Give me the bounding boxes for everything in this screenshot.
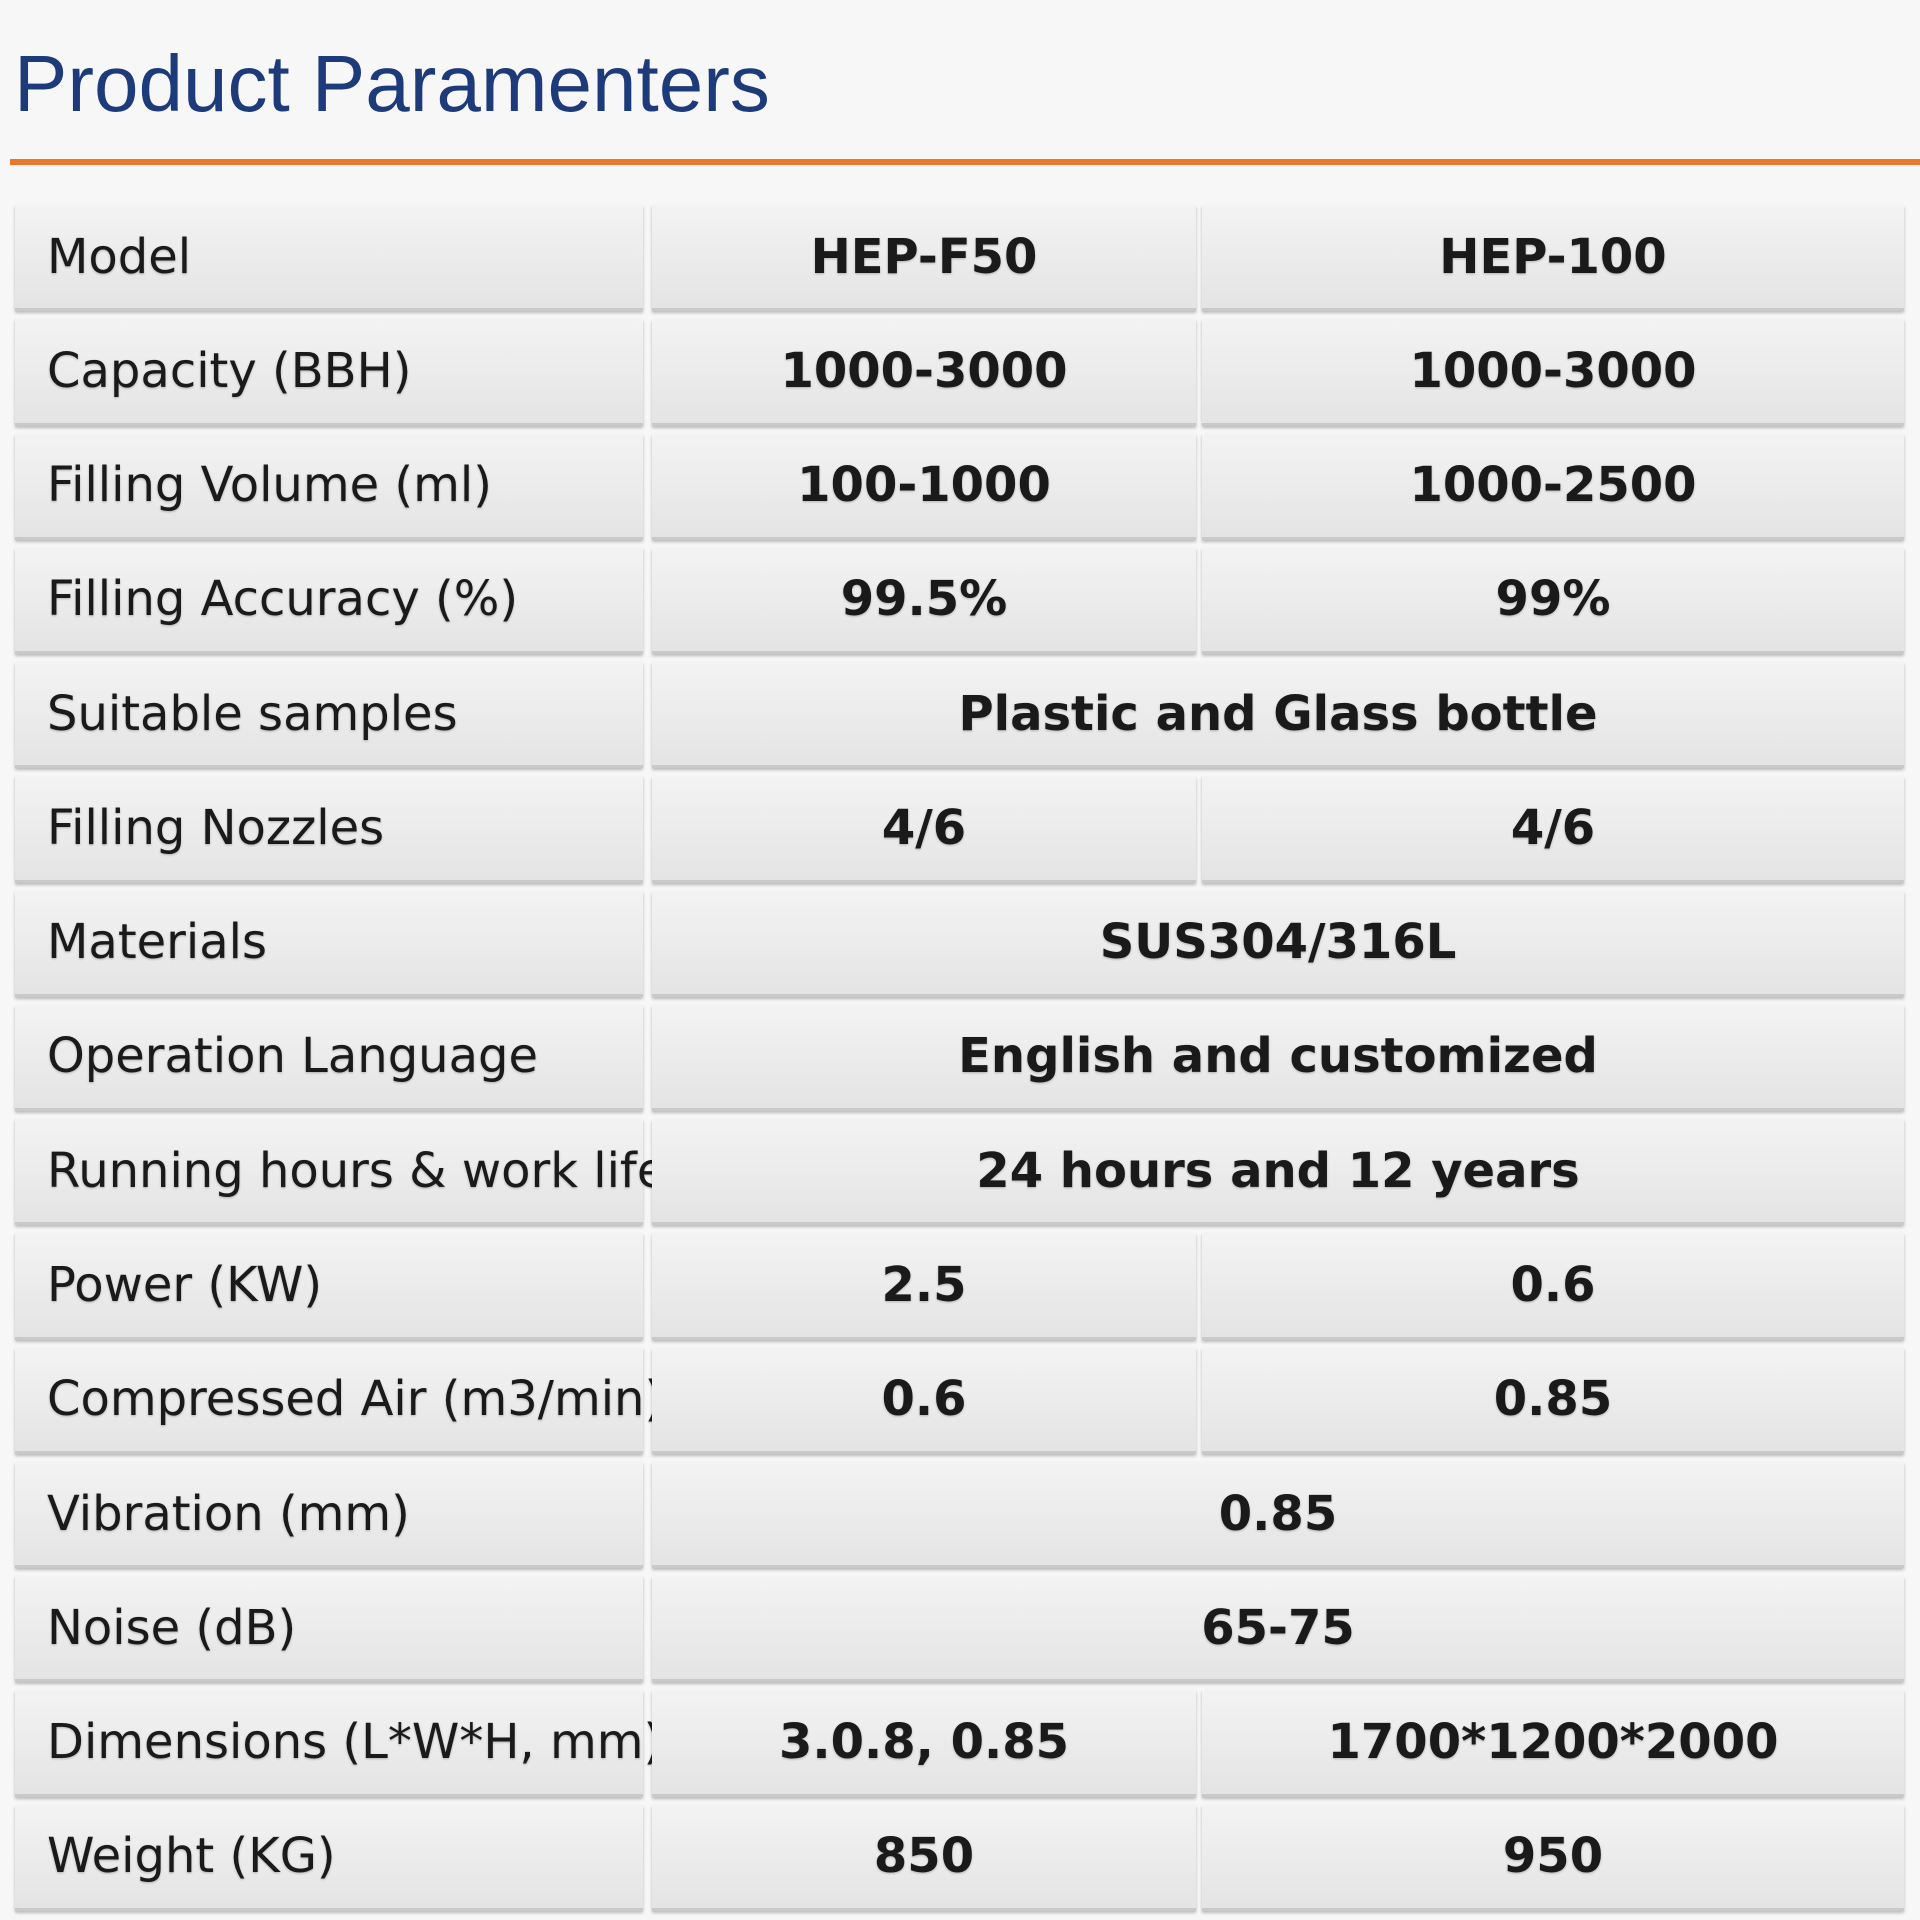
row-value: 0.6 bbox=[652, 1347, 1196, 1454]
row-label: Capacity (BBH) bbox=[15, 319, 643, 426]
row-value: 1000-3000 bbox=[1202, 319, 1904, 426]
row-label: Model bbox=[15, 205, 643, 312]
row-value: 0.6 bbox=[1202, 1233, 1904, 1340]
row-value: 0.85 bbox=[652, 1461, 1904, 1569]
row-label: Power (KW) bbox=[15, 1233, 643, 1340]
row-label: Filling Volume (ml) bbox=[15, 433, 643, 540]
row-value: 1000-3000 bbox=[652, 319, 1196, 426]
row-value: 24 hours and 12 years bbox=[652, 1119, 1904, 1226]
row-value: 65-75 bbox=[652, 1576, 1904, 1683]
row-value: 99.5% bbox=[652, 547, 1196, 655]
row-value: 1700*1200*2000 bbox=[1202, 1690, 1904, 1797]
row-value: 850 bbox=[652, 1804, 1196, 1911]
row-value: 1000-2500 bbox=[1202, 433, 1904, 540]
title-rule bbox=[10, 159, 1920, 165]
row-label: Materials bbox=[15, 890, 643, 997]
row-value: SUS304/316L bbox=[652, 890, 1904, 997]
row-value: 0.85 bbox=[1202, 1347, 1904, 1454]
row-value: 4/6 bbox=[1202, 776, 1904, 883]
row-value: HEP-100 bbox=[1202, 205, 1904, 312]
row-label: Filling Accuracy (%) bbox=[15, 547, 643, 655]
row-value: 950 bbox=[1202, 1804, 1904, 1911]
row-label: Weight (KG) bbox=[15, 1804, 643, 1911]
row-value: Plastic and Glass bottle bbox=[652, 662, 1904, 769]
row-value: 99% bbox=[1202, 547, 1904, 655]
row-value: HEP-F50 bbox=[652, 205, 1196, 312]
row-label: Filling Nozzles bbox=[15, 776, 643, 883]
row-label: Compressed Air (m3/min) bbox=[15, 1347, 663, 1454]
row-label: Dimensions (L*W*H, mm) bbox=[15, 1690, 662, 1797]
row-label: Noise (dB) bbox=[15, 1576, 643, 1683]
row-label: Running hours & work life bbox=[15, 1119, 666, 1226]
row-value: 4/6 bbox=[652, 776, 1196, 883]
row-value: English and customized bbox=[652, 1004, 1904, 1112]
row-label: Suitable samples bbox=[15, 662, 643, 769]
row-label: Operation Language bbox=[15, 1004, 643, 1112]
row-label: Vibration (mm) bbox=[15, 1461, 643, 1569]
row-value: 100-1000 bbox=[652, 433, 1196, 540]
page-title: Product Paramenters bbox=[14, 39, 770, 128]
row-value: 2.5 bbox=[652, 1233, 1196, 1340]
row-value: 3.0.8, 0.85 bbox=[652, 1690, 1196, 1797]
